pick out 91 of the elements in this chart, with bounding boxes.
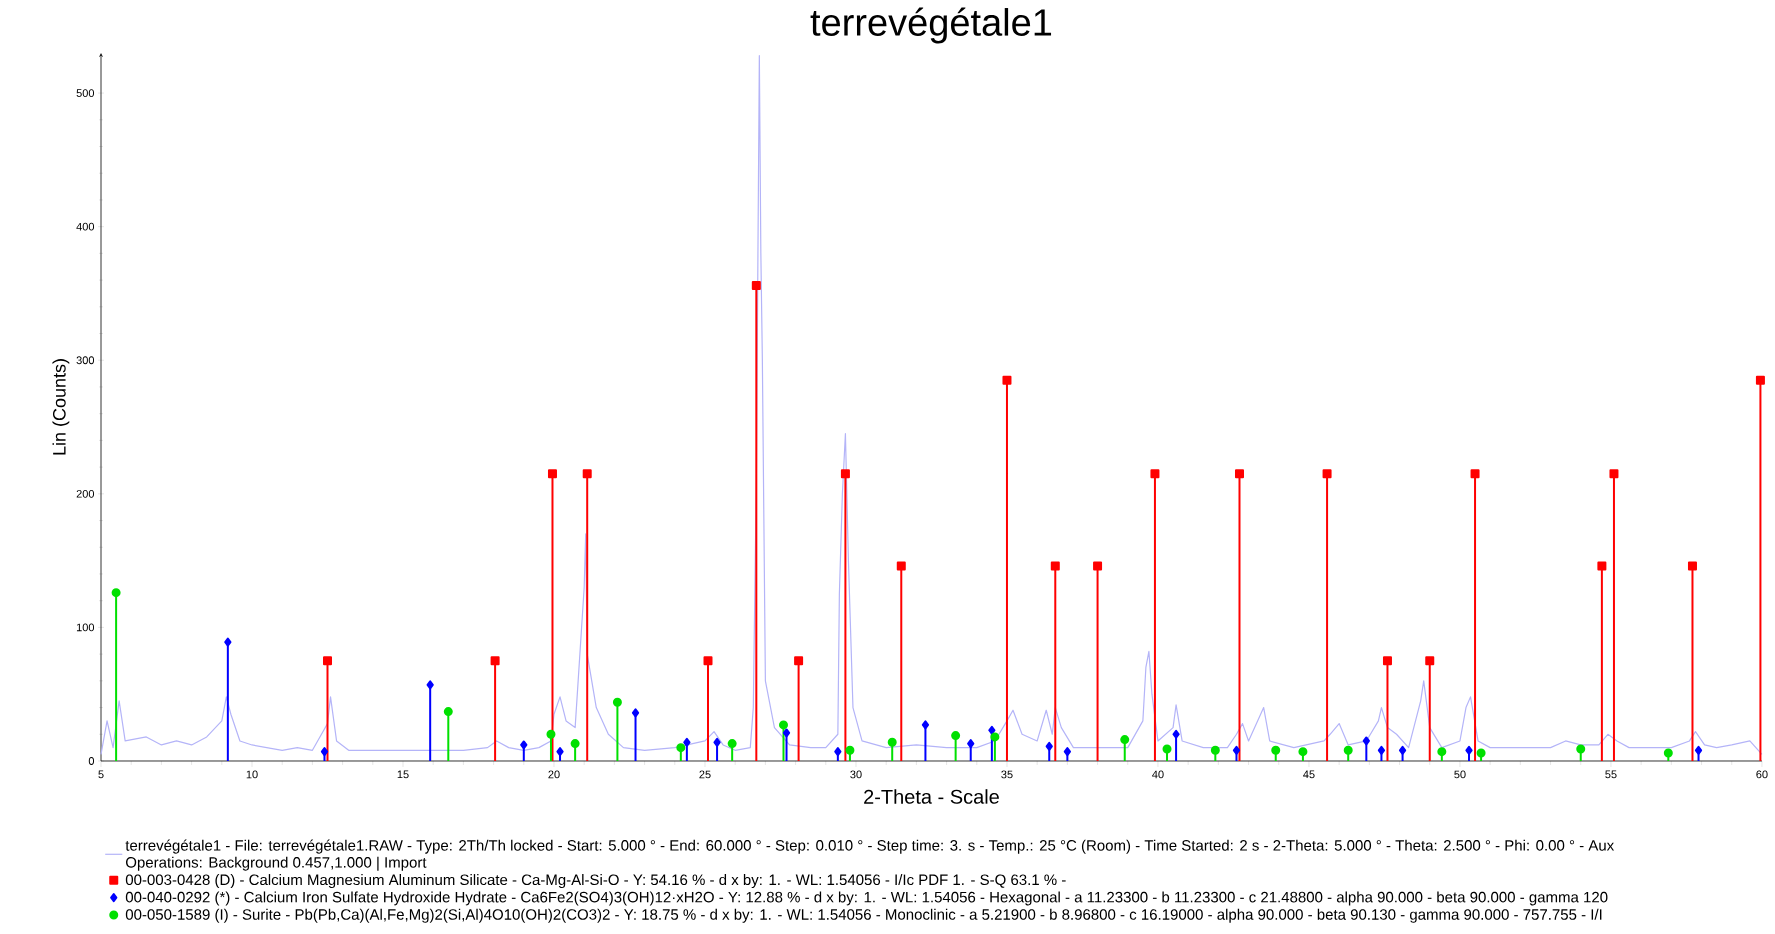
point [1362,736,1370,746]
point [1694,745,1703,755]
point [990,732,1000,742]
x-tick-label: 45 [1303,770,1315,779]
point [1425,656,1435,666]
point [727,739,737,749]
point [1687,561,1697,571]
legend-label: 00-040-0292 (*) - Calcium Iron Sulfate Hydroxide Hydrate - Ca6Fe2(SO4)3(OH)12·xH2O - Y: 12.88 % - d x by: 1. - WL: 1.54056 - Hexagonal - a 11.23300 - b 11.23300 - c 21.48800 - alpha 90.000 - beta 90.000 - gamma 120 [125,891,1608,906]
point [1322,469,1332,479]
legend-label: terrevégétale1 - File: terrevégétale1.RAW - Type: 2Th/Th locked - Start: 5.000 ° - End: 60.000 ° - Step: 0.010 ° - Step time: 3. s - Temp.: 25 °C (Room) - Time Started: 2 s - 2-Theta: 5.000 ° - Theta: 2.500 ° - Phi: 0.00 ° - Aux Operations: Background 0.457,1.000 | Import [125,839,1615,871]
point [703,656,713,666]
point [1437,747,1447,757]
y-tick-label: 100 [76,623,95,632]
x-tick-label: 10 [246,770,258,779]
point [1271,745,1281,755]
point [683,737,691,747]
y-axis-title: Lin (Counts) [52,359,70,455]
point [779,720,788,730]
point [320,747,329,757]
point [1162,744,1172,754]
point [547,469,557,479]
x-tick-label: 50 [1454,770,1466,779]
y-tick-label: 200 [76,489,95,498]
point [951,731,961,741]
point [443,707,453,717]
point [426,680,434,690]
point [782,728,791,738]
legend-label: 00-003-0428 (D) - Calcium Magnesium Aluminum Silicate - Ca-Mg-Al-Si-O - Y: 54.16 % - d x by: 1. - WL: 1.54056 - I/Ic PDF 1. - S-Q 63.1 % - [125,874,1066,889]
point [1150,469,1160,479]
point [1597,561,1607,571]
point [1755,375,1765,385]
point [1120,735,1130,745]
point [323,656,332,666]
point [490,656,500,666]
point [834,747,842,757]
point [1398,745,1407,755]
point [1050,561,1060,571]
y-tick-label: 400 [76,222,95,231]
point [1576,744,1586,754]
point [582,469,592,479]
point [1382,656,1392,666]
point [1045,741,1053,751]
point [1377,745,1386,755]
point [1172,729,1180,739]
point [520,740,528,750]
point [794,656,804,666]
point [570,739,580,749]
point [224,637,232,647]
point [1470,469,1480,479]
x-tick-label: 25 [699,770,711,779]
point [111,588,121,598]
x-tick-label: 30 [850,770,862,779]
x-tick-label: 15 [397,770,409,779]
x-tick-label: 35 [1001,770,1013,779]
point [751,280,761,290]
point [1002,375,1012,385]
x-tick-label: 5 [98,770,104,779]
x-tick-label: 40 [1152,770,1164,779]
x-tick-label: 20 [548,770,560,779]
point [1235,469,1244,479]
point [1298,747,1308,757]
point [1476,748,1486,758]
point [887,737,897,747]
point [1063,747,1071,757]
x-tick-label: 60 [1756,770,1768,779]
x-axis-title: 2-Theta - Scale [864,789,999,804]
point [840,469,850,479]
point [921,720,930,730]
point [967,739,975,749]
point [845,745,855,755]
point [1465,745,1473,755]
point [896,561,906,571]
point [1232,745,1241,755]
chart-title: terrevégétale1 [810,7,1052,44]
x-tick-label: 55 [1605,770,1617,779]
legend-label: 00-050-1589 (I) - Surite - Pb(Pb,Ca)(Al,Fe,Mg)2(Si,Al)4O10(OH)2(CO3)2 - Y: 18.75 % - d x by: 1. - WL: 1.54056 - Monoclinic - a 5.21900 - b 8.96800 - c 16.19000 - alpha 90.000 - beta 90.130 - gamma 90.000 - 757.755 - I/I [125,908,1602,923]
y-tick-label: 500 [76,89,95,97]
point [1343,745,1353,755]
point [1609,469,1619,479]
y-tick-label: 300 [76,356,95,365]
point [612,697,622,707]
point [988,725,996,735]
point [546,729,556,739]
point [1210,745,1220,755]
point [713,737,721,747]
point [1093,561,1103,571]
point [1663,748,1673,758]
point [556,747,564,757]
y-tick-label: 0 [88,757,95,765]
point [631,708,640,718]
point [676,743,686,753]
